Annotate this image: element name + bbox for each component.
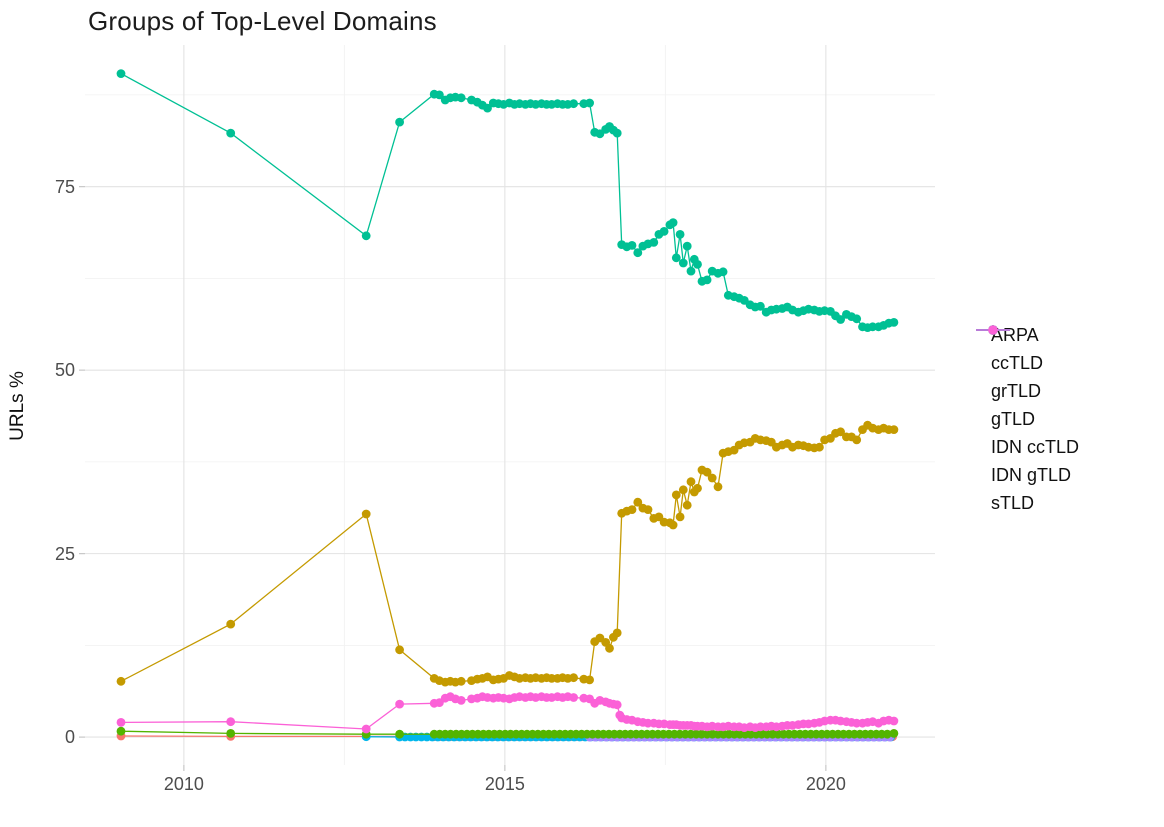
data-point (226, 619, 236, 629)
data-point (569, 673, 578, 683)
data-point (889, 425, 899, 434)
data-point (627, 241, 637, 250)
data-point (675, 512, 685, 522)
data-point (675, 230, 685, 239)
data-point (671, 490, 681, 500)
data-point (456, 676, 466, 686)
data-point (226, 729, 236, 738)
data-point (361, 509, 371, 519)
data-point (889, 716, 899, 726)
data-point (659, 227, 669, 236)
data-point (612, 628, 622, 638)
x-tick-label: 2020 (805, 774, 846, 794)
legend-item-grTLD: grTLD (975, 325, 1079, 405)
data-point (702, 467, 712, 477)
series-gTLD (116, 69, 899, 332)
legend-label: sTLD (991, 492, 1035, 513)
data-point (678, 485, 688, 495)
data-point (483, 103, 492, 113)
data-point (713, 482, 723, 492)
legend-label: grTLD (991, 380, 1042, 401)
data-point (702, 275, 712, 285)
data-point (435, 90, 444, 100)
y-tick-label: 0 (64, 727, 75, 748)
legend-label: gTLD (991, 408, 1036, 429)
data-point (585, 98, 594, 108)
data-point (633, 497, 643, 507)
data-point (693, 260, 702, 269)
data-point (686, 477, 696, 487)
data-point (395, 117, 404, 127)
legend-item-IDN-gTLD: IDN gTLD (975, 325, 1079, 489)
data-point (678, 258, 688, 268)
data-point (116, 69, 126, 78)
data-point (456, 696, 466, 705)
data-point (671, 253, 681, 263)
data-point (226, 128, 236, 138)
data-point (889, 729, 899, 738)
data-point (686, 266, 696, 276)
x-tick-label: 2010 (163, 774, 204, 794)
data-point (361, 724, 371, 734)
data-point (361, 231, 371, 241)
data-point (836, 427, 845, 437)
data-point (116, 676, 126, 686)
data-point (116, 718, 126, 727)
y-tick-label: 75 (54, 176, 75, 197)
data-point (693, 483, 702, 493)
data-point (395, 729, 404, 739)
legend-label: IDN gTLD (991, 464, 1072, 485)
legend-label: IDN ccTLD (991, 436, 1080, 457)
data-point (633, 248, 643, 258)
data-point (682, 500, 692, 510)
data-point (395, 645, 404, 655)
data-point (627, 505, 637, 514)
data-point (585, 675, 594, 685)
legend-key-icon (976, 325, 1010, 335)
data-point (569, 693, 578, 702)
data-point (456, 93, 466, 103)
series-line (120, 73, 895, 329)
series-grTLD (116, 726, 899, 739)
data-point (649, 238, 659, 247)
data-point (643, 505, 653, 514)
data-point (226, 717, 236, 727)
data-point (852, 314, 862, 324)
data-point (612, 128, 622, 138)
data-point (605, 643, 614, 653)
legend-item-sTLD: sTLD (975, 325, 1079, 517)
data-point (718, 267, 728, 277)
y-tick-label: 25 (54, 543, 75, 564)
data-point (889, 318, 899, 327)
legend: ARPA ccTLD grTLD gTLD IDN ccTLD IDN gTLD sTLD (975, 321, 1079, 517)
data-point (707, 473, 717, 483)
data-point (612, 700, 622, 710)
legend-item-IDN-ccTLD: IDN ccTLD (975, 325, 1080, 461)
data-point (815, 442, 824, 452)
data-point (852, 435, 862, 445)
legend-item-gTLD: gTLD (975, 325, 1079, 433)
y-tick-label: 50 (54, 360, 75, 381)
series-sTLD (116, 692, 899, 734)
data-point (756, 301, 765, 311)
data-point (395, 699, 404, 709)
x-tick-label: 2015 (484, 774, 525, 794)
chart-title: Groups of Top-Level Domains (88, 6, 437, 36)
data-point (668, 218, 678, 228)
data-point (569, 99, 578, 109)
data-point (116, 726, 126, 736)
data-point (682, 241, 692, 251)
legend-label: ccTLD (991, 352, 1044, 373)
data-point (882, 729, 892, 739)
data-point (836, 315, 845, 324)
series-ccTLD (116, 420, 899, 687)
data-point (668, 520, 678, 530)
legend-item-ccTLD: ccTLD (975, 325, 1079, 377)
